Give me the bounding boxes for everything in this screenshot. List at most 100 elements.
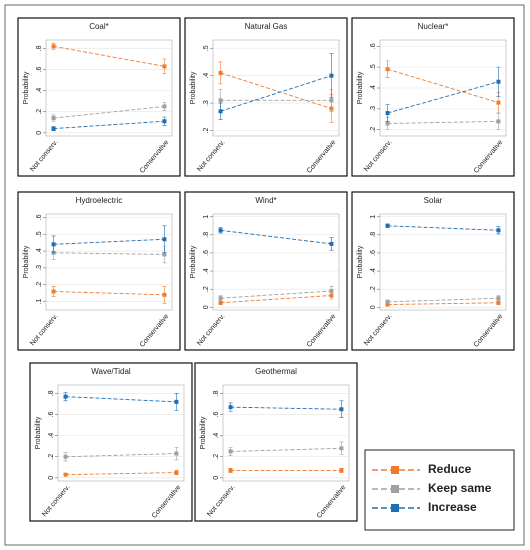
point — [385, 299, 390, 304]
figure-border — [4, 4, 525, 546]
panel-title: Wind* — [255, 196, 276, 205]
series-line — [387, 297, 499, 303]
point — [174, 470, 179, 475]
y-tick-label: .8 — [36, 45, 43, 51]
y-tick-label: .8 — [370, 232, 377, 238]
point — [162, 292, 167, 297]
plot-area — [212, 39, 340, 137]
legend-label: Increase — [428, 500, 477, 514]
series-line — [65, 472, 177, 476]
y-tick-label: .4 — [48, 433, 55, 439]
y-tick-label: .4 — [203, 73, 210, 79]
y-tick-label: .4 — [203, 268, 210, 274]
point — [496, 100, 501, 105]
point — [329, 241, 334, 246]
point — [339, 468, 344, 473]
y-tick-label: .8 — [48, 390, 55, 396]
y-tick-label: .5 — [203, 45, 210, 51]
point — [162, 119, 167, 124]
y-tick-label: .6 — [36, 67, 43, 73]
panel-title: Natural Gas — [245, 22, 288, 31]
y-tick-label: .6 — [370, 250, 377, 256]
point — [385, 67, 390, 72]
point — [496, 119, 501, 124]
point — [228, 449, 233, 454]
point — [63, 454, 68, 459]
series-line — [53, 238, 165, 245]
point — [329, 73, 334, 78]
point — [51, 116, 56, 121]
y-tick-label: .5 — [36, 231, 43, 237]
point — [218, 98, 223, 103]
point — [385, 121, 390, 126]
point — [174, 399, 179, 404]
legend-label: Keep same — [428, 481, 492, 495]
point — [63, 394, 68, 399]
plot-area — [222, 384, 350, 482]
y-tick-label: .3 — [370, 106, 377, 112]
point — [63, 472, 68, 477]
plot-area — [45, 213, 173, 311]
y-tick-label: .6 — [370, 43, 377, 49]
y-tick-label: .2 — [213, 454, 220, 460]
panel-border — [17, 17, 181, 177]
plot-area — [45, 39, 173, 137]
point — [496, 300, 501, 305]
series-line — [220, 72, 332, 109]
series-line — [387, 120, 499, 124]
y-axis-label: Probability — [357, 71, 364, 104]
panel-title: Hydroelectric — [76, 196, 123, 205]
y-tick-label: .4 — [36, 88, 43, 94]
point — [218, 300, 223, 305]
series-line — [230, 447, 342, 452]
y-axis-label: Probability — [23, 245, 30, 278]
panel-title: Nuclear* — [418, 22, 449, 31]
y-tick-label: 0 — [36, 131, 43, 135]
y-tick-label: .2 — [370, 127, 377, 133]
y-tick-label: .6 — [213, 412, 220, 418]
y-tick-label: .4 — [370, 85, 377, 91]
point — [496, 79, 501, 84]
series-line — [220, 290, 332, 299]
y-tick-label: .2 — [36, 109, 43, 115]
series-line — [230, 406, 342, 410]
panel-title: Wave/Tidal — [91, 367, 131, 376]
point — [496, 296, 501, 301]
y-tick-label: .8 — [213, 390, 220, 396]
point — [162, 252, 167, 257]
y-tick-label: .4 — [36, 248, 43, 254]
series-line — [65, 453, 177, 458]
y-tick-label: .5 — [370, 64, 377, 70]
series-line — [53, 252, 165, 255]
point — [228, 468, 233, 473]
panel-border — [184, 17, 348, 177]
series-line — [53, 45, 165, 67]
series-line — [387, 68, 499, 104]
y-tick-label: .2 — [203, 286, 210, 292]
point — [162, 237, 167, 242]
legend-marker — [391, 466, 399, 474]
series-line — [220, 295, 332, 304]
legend-marker — [391, 485, 399, 493]
y-tick-label: .6 — [36, 214, 43, 220]
y-tick-label: 0 — [370, 305, 377, 309]
y-tick-label: .6 — [48, 412, 55, 418]
y-tick-label: .2 — [36, 282, 43, 288]
panel-title: Solar — [424, 196, 443, 205]
plot-area — [57, 384, 185, 482]
panel-border — [194, 362, 358, 522]
series-line — [387, 302, 499, 306]
series-line — [53, 106, 165, 119]
y-axis-label: Probability — [190, 71, 197, 104]
point — [51, 44, 56, 49]
legend-marker — [391, 504, 399, 512]
point — [496, 228, 501, 233]
y-axis-label: Probability — [23, 71, 30, 104]
y-axis-label: Probability — [35, 416, 42, 449]
point — [51, 126, 56, 131]
plot-area — [379, 213, 507, 311]
point — [218, 228, 223, 233]
point — [51, 242, 56, 247]
y-tick-label: 1 — [370, 215, 377, 219]
